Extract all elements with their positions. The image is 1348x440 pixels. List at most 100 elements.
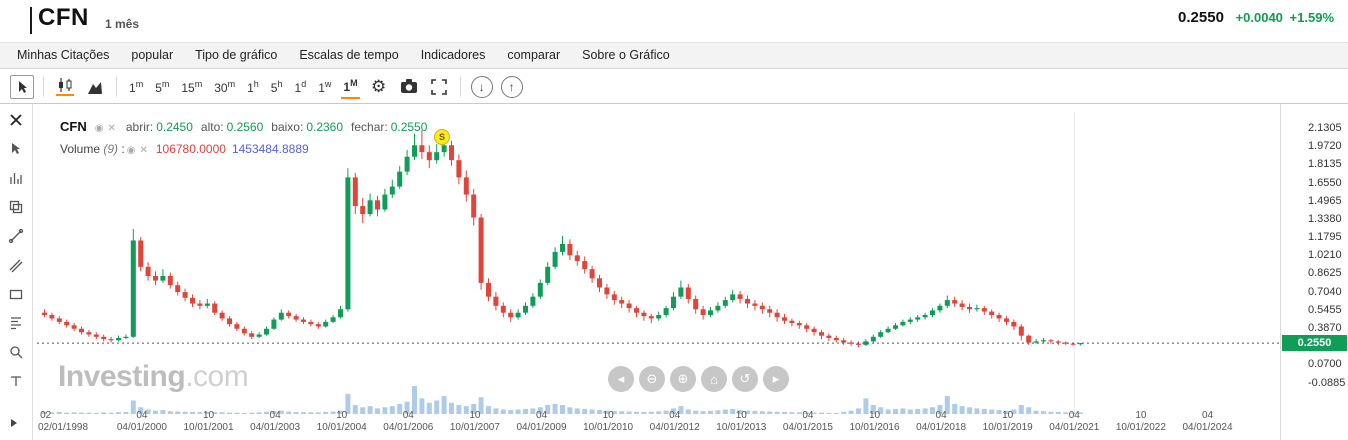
x-axis-tick-month: 10	[735, 410, 747, 421]
text-tool[interactable]	[7, 373, 25, 389]
zoom-out-button[interactable]: ⊖	[639, 366, 665, 392]
toolbar-separator	[459, 76, 461, 97]
x-axis-tick-date: 10/01/2001	[183, 422, 234, 433]
menu-item-popular[interactable]: popular	[131, 48, 174, 62]
price-change-percent: +1.59%	[1289, 10, 1334, 25]
clone-tool[interactable]	[7, 199, 25, 215]
menu-item-escalas-de-tempo[interactable]: Escalas de tempo	[299, 48, 399, 62]
menu-item-sobre-o-grafico[interactable]: Sobre o Gráfico	[582, 48, 670, 62]
x-axis-tick-month: 04	[935, 410, 947, 421]
x-axis-tick-date: 04/01/2009	[516, 422, 567, 433]
area-chart-button[interactable]	[83, 75, 107, 99]
x-axis-tick-date: 10/01/2010	[583, 422, 634, 433]
x-axis-tick-month: 04	[535, 410, 548, 421]
pan-right-button[interactable]: ▸	[763, 366, 789, 392]
chart-canvas[interactable]	[33, 104, 1280, 440]
load-chart-button[interactable]: ↑	[500, 75, 523, 98]
timeframe-1w[interactable]: 1w	[316, 75, 333, 98]
close-panel-button[interactable]	[7, 112, 25, 128]
x-axis-tick-month: 10	[469, 410, 481, 421]
zoom-tool[interactable]	[7, 344, 25, 360]
zoom-reset-button[interactable]: ⌂	[701, 366, 727, 392]
x-axis-tick-date: 04/01/2003	[250, 422, 301, 433]
refresh-button[interactable]: ↺	[732, 366, 758, 392]
cursor-select-tool[interactable]	[7, 141, 25, 157]
menu-item-indicadores[interactable]: Indicadores	[420, 48, 486, 62]
visibility-eye-icon[interactable]: ◉	[126, 145, 136, 156]
candlestick-chart-button[interactable]	[53, 75, 77, 99]
menu-item-comparar[interactable]: comparar	[507, 48, 561, 62]
timeframe-5h[interactable]: 5h	[269, 75, 285, 98]
indicator-bars-tool[interactable]	[7, 170, 25, 186]
volume-close-icon[interactable]: ✕	[139, 145, 148, 156]
cursor-select-icon	[12, 143, 20, 154]
timeframe-1m[interactable]: 1m	[127, 75, 145, 98]
close-value: 0.2550	[390, 120, 428, 134]
snapshot-button[interactable]	[397, 75, 421, 99]
title-divider	[30, 7, 32, 34]
expand-arrow-icon	[11, 419, 17, 427]
price-axis-label: 1.8135	[1308, 158, 1342, 171]
cursor-tool-button[interactable]	[10, 74, 34, 99]
fibonacci-tool[interactable]	[7, 315, 25, 331]
shapes-tool[interactable]	[7, 286, 25, 302]
x-axis-tick-month: 04	[802, 410, 814, 421]
x-axis-tick-month: 04	[402, 410, 414, 421]
x-axis-tick-month: 04	[1201, 410, 1214, 421]
x-axis-tick-date: 02/01/1998	[37, 422, 89, 433]
pan-left-button[interactable]: ◂	[608, 366, 634, 392]
price-axis-label: 0.0700	[1308, 358, 1342, 371]
timeframe-1h[interactable]: 1h	[245, 75, 261, 98]
timeframe-30m[interactable]: 30m	[212, 75, 237, 98]
price-axis-label: -0.0885	[1308, 376, 1346, 389]
last-price: 0.2550	[1178, 9, 1224, 26]
x-axis-tick-month: 10	[202, 410, 215, 421]
menu-item-tipo-de-grafico[interactable]: Tipo de gráfico	[195, 48, 278, 62]
settings-button[interactable]: ⚙	[367, 75, 391, 99]
timeframe-5m[interactable]: 5m	[153, 75, 171, 98]
x-axis-tick-date: 04/01/2015	[782, 422, 833, 433]
volume-value: 106780.0000	[155, 142, 226, 156]
x-axis-tick-date: 04/01/2021	[1049, 422, 1100, 433]
candlestick-chart-icon	[59, 78, 72, 92]
camera-icon	[400, 79, 417, 93]
legend-ohlc-row: CFN ◉ ✕ abrir: 0.2450 alto: 0.2560 baixo: 0.2360…	[60, 116, 427, 139]
trendline-tool[interactable]	[7, 228, 25, 244]
x-axis-tick-month: 02	[40, 410, 52, 421]
x-axis-tick-date: 04/01/2006	[383, 422, 434, 433]
legend-close-icon[interactable]: ✕	[107, 123, 116, 134]
x-axis-tick-date: 10/01/2013	[716, 422, 767, 433]
watermark: Investing.com	[58, 360, 249, 393]
x-axis-tick-month: 10	[602, 410, 614, 421]
menu-item-minhas-citacoes[interactable]: Minhas Citações	[17, 48, 110, 62]
active-chart-type-underline	[56, 94, 74, 96]
x-axis-tick-month: 04	[669, 410, 681, 421]
download-arrow-icon: ↓	[478, 79, 485, 94]
high-label: alto:	[200, 120, 224, 134]
price-axis-label: 0.5455	[1308, 303, 1342, 316]
price-axis-label: 0.7040	[1308, 285, 1342, 298]
save-chart-button[interactable]: ↓	[470, 75, 493, 98]
zoom-in-button[interactable]: ⊕	[670, 366, 696, 392]
chart-area[interactable]: CFN ◉ ✕ abrir: 0.2450 alto: 0.2560 baixo: 0.2360…	[33, 104, 1280, 440]
price-axis-label: 1.6550	[1308, 176, 1342, 189]
text-tool-icon	[11, 376, 21, 386]
fullscreen-button[interactable]	[427, 75, 451, 99]
timeframe-1d[interactable]: 1d	[293, 75, 309, 98]
price-axis[interactable]: 0.2550 2.1305 1.9720 1.8135 1.6550 1.4965 1.3…	[1280, 104, 1348, 440]
x-axis-tick-date: 04/01/2000	[116, 422, 167, 433]
pitchfork-tool[interactable]	[7, 257, 25, 273]
visibility-eye-icon[interactable]: ◉	[94, 123, 104, 134]
expand-panel-button[interactable]	[8, 416, 20, 434]
low-value: 0.2360	[306, 120, 344, 134]
x-axis-tick-date: 10/01/2022	[1115, 422, 1166, 433]
rectangle-shape-icon	[9, 289, 23, 300]
signal-marker[interactable]: S	[434, 129, 450, 145]
toolbar-separator	[116, 76, 117, 97]
bars-icon	[10, 173, 22, 184]
fibonacci-icon	[11, 317, 21, 330]
x-axis-tick-month: 10	[1002, 410, 1014, 421]
quote: 0.2550 +0.0040 +1.59%	[1178, 9, 1334, 26]
timeframe-15m[interactable]: 15m	[179, 75, 204, 98]
timeframe-1M-active[interactable]: 1M	[341, 74, 360, 99]
